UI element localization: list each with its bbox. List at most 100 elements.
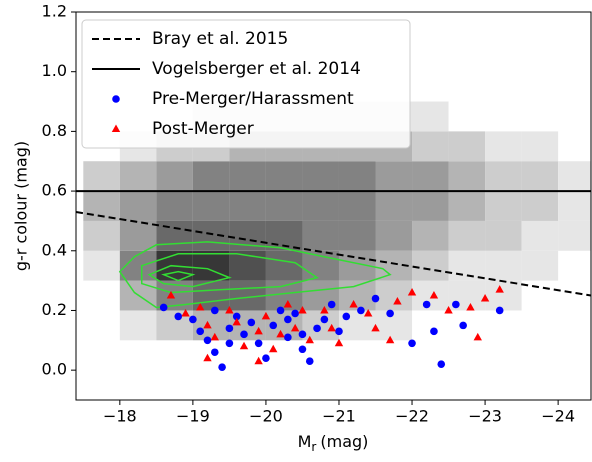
circle-marker [262,354,270,363]
x-tick-label: −23 [468,407,502,426]
circle-marker [269,321,278,330]
circle-marker [210,306,219,315]
triangle-marker [407,288,417,296]
x-tick-label: −20 [249,407,283,426]
histogram-cell [412,280,449,311]
histogram-cell [448,161,486,192]
contour [118,241,392,309]
triangle-marker [203,353,212,362]
histogram-cell [375,220,413,251]
legend-label: Vogelsberger et al. 2014 [152,59,361,79]
histogram-cell [192,310,230,341]
histogram-cell [521,131,559,162]
circle-marker [174,312,183,321]
histogram-cell [485,161,522,192]
histogram-cell [375,310,413,341]
y-axis-label: g-r colour (mag) [12,141,31,271]
histogram-cell [558,161,591,192]
histogram-cell [521,161,559,192]
triangle-marker [385,335,395,344]
triangle-marker [254,356,263,365]
circle-marker [452,300,460,309]
triangle-marker [203,320,212,329]
triangle-marker [466,302,475,311]
circle-marker [313,324,321,333]
circle-marker [320,315,329,324]
triangle-marker [473,332,482,341]
histogram-cell [302,161,339,192]
histogram-cell [521,191,559,221]
data-layer [76,101,591,371]
triangle-marker [393,297,402,305]
histogram-cell [119,220,157,251]
histogram-cell [485,191,522,221]
histogram-cell [338,220,376,251]
legend-label: Pre-Merger/Harassment [152,89,354,109]
triangle-marker [349,299,358,308]
histogram-cell [448,131,486,162]
histogram-cell [265,250,303,281]
legend-label: Post-Merger [152,119,254,139]
y-tick-label: 0.8 [42,121,67,140]
circle-marker [371,294,380,303]
circle-marker [218,363,226,371]
histogram-cell [229,161,266,192]
triangle-marker [210,332,219,341]
histogram-cell [119,161,157,192]
triangle-marker [276,329,285,338]
histogram-cell [375,280,413,311]
histogram-cell [302,220,339,251]
histogram-cell [412,131,449,162]
legend-marker [112,95,120,103]
histogram-cell [448,220,486,251]
triangle-marker [290,323,300,332]
x-tick-label: −21 [322,407,356,426]
triangle-marker [495,285,504,293]
triangle-marker [298,305,307,314]
histogram-cell [119,191,157,221]
circle-marker [196,327,204,336]
circle-marker [203,336,212,345]
histogram-cell [485,131,522,162]
triangle-marker [195,302,205,311]
x-tick-label: −18 [103,407,137,426]
legend-marker [111,124,121,132]
triangle-marker [283,299,293,308]
circle-marker [422,300,431,309]
histogram-cell [412,101,449,132]
triangle-marker [334,338,344,347]
circle-marker [298,345,307,354]
circle-marker [342,312,351,321]
x-label-symbol: M [298,432,312,451]
histogram-cell [448,191,486,221]
y-tick-label: 1.2 [42,2,67,21]
histogram-cell [485,250,522,281]
circle-marker [495,306,504,315]
circle-marker [291,309,299,318]
axes-frame [75,11,592,401]
histogram-cell [156,161,193,192]
histogram-cell [156,191,193,221]
histogram-cell [83,250,120,281]
histogram-cell [521,220,559,251]
circle-marker [254,339,263,348]
histogram-cell [83,220,120,251]
histogram-cell [375,161,413,192]
x-label-subscript: r [311,440,316,454]
circle-marker [335,327,343,336]
y-tick-label: 0.0 [42,360,67,379]
circle-marker [284,315,292,324]
legend: Bray et al. 2015 Vogelsberger et al. 2014… [81,19,411,149]
y-tick-label: 0.6 [42,181,67,200]
triangle-marker [305,335,314,344]
x-label-unit: (mag) [320,432,368,451]
circle-marker [459,321,467,330]
histogram-cell [485,220,522,251]
x-tick-label: −24 [541,407,575,426]
circle-marker [305,357,314,366]
histogram-cell [229,191,266,221]
triangle-marker [371,323,380,332]
triangle-marker [363,308,373,317]
circle-marker [437,360,446,368]
histogram-cell [558,191,591,221]
